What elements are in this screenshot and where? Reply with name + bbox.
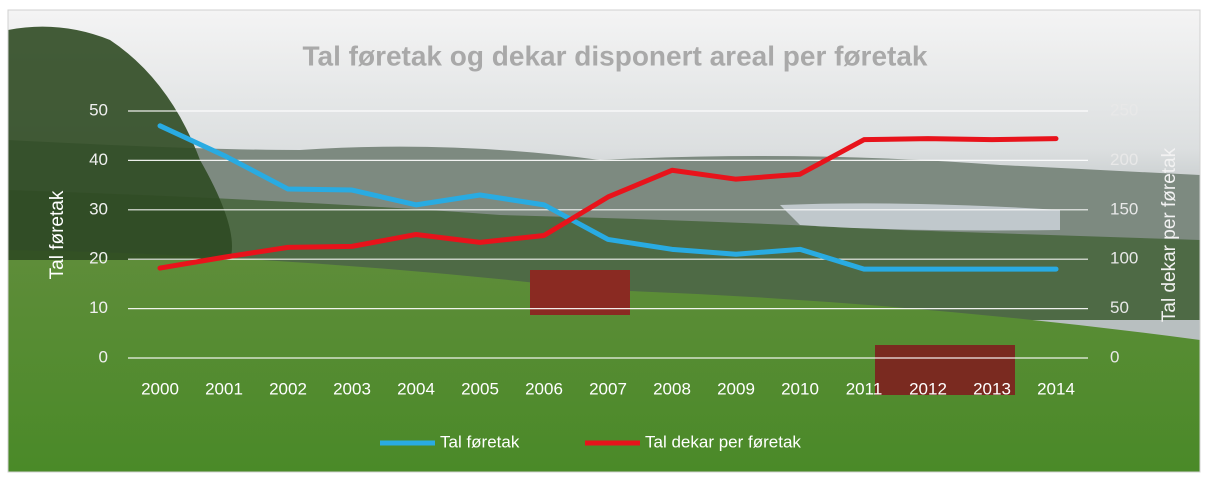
y2-tick-label: 50 [1110,298,1129,317]
x-tick-label: 2010 [781,379,819,398]
x-tick-label: 2003 [333,379,371,398]
legend-label: Tal føretak [440,432,520,451]
x-tick-label: 2008 [653,379,691,398]
x-tick-label: 2009 [717,379,755,398]
y-tick-label: 20 [89,249,108,268]
legend-label: Tal dekar per føretak [645,432,801,451]
x-tick-label: 2013 [973,379,1011,398]
x-tick-label: 2004 [397,379,435,398]
x-tick-label: 2005 [461,379,499,398]
y-tick-label: 0 [99,347,108,366]
chart-title: Tal føretak og dekar disponert areal per… [302,40,927,71]
series-line [157,136,1059,271]
y-tick-label: 40 [89,150,108,169]
y2-tick-label: 200 [1110,150,1138,169]
x-tick-label: 2006 [525,379,563,398]
y2-axis-label: Tal dekar per føretak [1159,147,1180,322]
x-tick-label: 2001 [205,379,243,398]
x-tick-label: 2002 [269,379,307,398]
y2-tick-label: 150 [1110,199,1138,218]
y-tick-label: 50 [89,100,108,119]
y2-tick-label: 100 [1110,249,1138,268]
y-tick-label: 30 [89,199,108,218]
series-line [157,123,1059,272]
x-tick-label: 2000 [141,379,179,398]
y-axis-label: Tal føretak [47,190,68,279]
x-tick-label: 2014 [1037,379,1075,398]
y2-tick-label: 0 [1110,347,1119,366]
x-tick-label: 2011 [846,379,883,398]
x-tick-label: 2007 [589,379,627,398]
background-photo [8,10,1200,472]
frame [7,9,1201,473]
x-tick-label: 2012 [909,379,947,398]
y2-tick-label: 250 [1110,100,1138,119]
y-tick-label: 10 [89,298,108,317]
